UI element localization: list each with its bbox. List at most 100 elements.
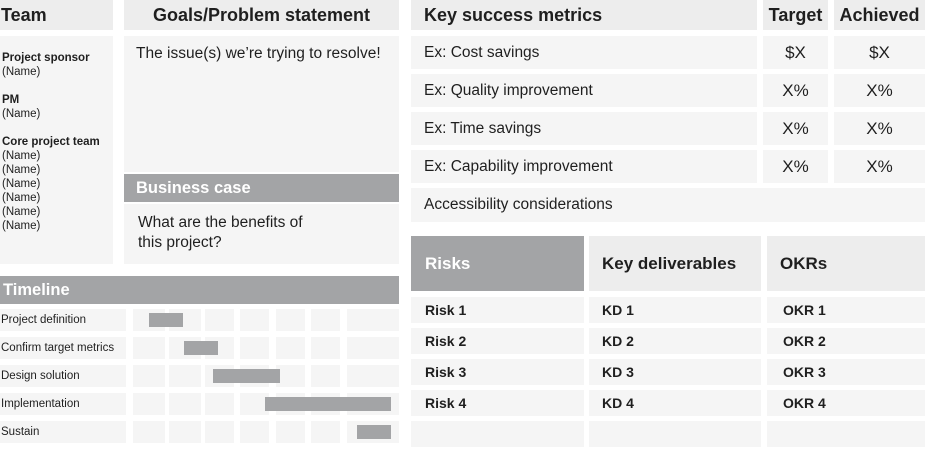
kd-label: KD 2 — [602, 333, 634, 349]
timeline-phase-text: Implementation — [1, 398, 80, 410]
metric-achieved: $X — [834, 36, 925, 69]
timeline-cell — [240, 309, 269, 331]
risk-label: Risk 2 — [425, 333, 467, 349]
risk-cell: Risk 2 — [411, 328, 584, 354]
timeline-bar — [149, 313, 183, 327]
deliverables-title: Key deliverables — [602, 253, 737, 273]
achieved-title: Achieved — [839, 4, 920, 25]
metric-achieved: X% — [834, 74, 925, 107]
timeline-cell — [133, 337, 165, 359]
okrs-header: OKRs — [767, 236, 925, 291]
okr-label: OKR 4 — [783, 395, 826, 411]
kd-cell: KD 4 — [589, 390, 761, 416]
kd-label: KD 1 — [602, 302, 634, 318]
metric-target-value: X% — [782, 156, 809, 176]
empty-cell — [589, 421, 761, 447]
timeline-grid: Project definition Confirm target metrics… — [0, 309, 399, 447]
risks-header: Risks — [411, 236, 584, 291]
metric-target: X% — [763, 74, 828, 107]
kd-label: KD 4 — [602, 395, 634, 411]
risk-label: Risk 1 — [425, 302, 467, 318]
timeline-cell — [311, 421, 340, 443]
risk-cell: Risk 3 — [411, 359, 584, 385]
timeline-phase-label: Project definition — [0, 309, 126, 331]
timeline-cell — [276, 337, 305, 359]
risk-cell: Risk 1 — [411, 297, 584, 323]
business-case-text-line1: What are the benefits of — [138, 214, 303, 231]
timeline-cell — [240, 337, 269, 359]
timeline-cell — [133, 365, 165, 387]
metric-achieved: X% — [834, 112, 925, 145]
kd-cell: KD 2 — [589, 328, 761, 354]
timeline-cell — [347, 365, 399, 387]
core-team-name: (Name) — [2, 220, 41, 232]
metric-target: $X — [763, 36, 828, 69]
metric-label: Ex: Quality improvement — [424, 81, 593, 99]
timeline-phase-label: Implementation — [0, 393, 126, 415]
metric-target-value: X% — [782, 118, 809, 138]
pm-label: PM — [2, 94, 20, 106]
timeline-cell — [347, 337, 399, 359]
timeline-cell — [311, 365, 340, 387]
metric-achieved-value: X% — [866, 118, 893, 138]
timeline-cell — [276, 421, 305, 443]
timeline-cell — [311, 309, 340, 331]
kd-cell: KD 1 — [589, 297, 761, 323]
timeline-bar — [265, 397, 391, 411]
core-team-name: (Name) — [2, 164, 41, 176]
risk-label: Risk 3 — [425, 364, 467, 380]
timeline-cell — [311, 337, 340, 359]
business-case-title: Business case — [136, 178, 251, 197]
okr-cell: OKR 2 — [767, 328, 925, 354]
empty-cell — [767, 421, 925, 447]
timeline-header: Timeline — [0, 276, 399, 304]
achieved-header: Achieved — [834, 0, 925, 30]
okr-cell: OKR 1 — [767, 297, 925, 323]
metric-achieved-value: X% — [866, 80, 893, 100]
timeline-cell — [205, 393, 234, 415]
timeline-cell — [169, 393, 201, 415]
goals-panel: The issue(s) we’re trying to resolve! — [124, 36, 399, 172]
metric-target: X% — [763, 112, 828, 145]
timeline-phase-text: Confirm target metrics — [1, 342, 115, 354]
metric-achieved: X% — [834, 150, 925, 183]
timeline-cell — [240, 393, 269, 415]
metrics-title: Key success metrics — [424, 4, 603, 25]
okr-label: OKR 1 — [783, 302, 826, 318]
core-team-name: (Name) — [2, 192, 41, 204]
metric-row-label: Ex: Cost savings — [411, 36, 757, 69]
target-header: Target — [763, 0, 828, 30]
timeline-phase-text: Project definition — [1, 314, 87, 326]
metric-label: Ex: Capability improvement — [424, 157, 613, 175]
timeline-cell — [276, 365, 305, 387]
okr-cell: OKR 4 — [767, 390, 925, 416]
risks-title: Risks — [425, 253, 471, 273]
business-case-text-line2: this project? — [138, 234, 222, 251]
metric-label: Ex: Time savings — [424, 119, 542, 137]
goals-title: Goals/Problem statement — [152, 4, 371, 25]
core-team-name: (Name) — [2, 150, 41, 162]
okr-label: OKR 2 — [783, 333, 826, 349]
metric-target-value: X% — [782, 80, 809, 100]
sponsor-name: (Name) — [2, 66, 41, 78]
deliverables-header: Key deliverables — [589, 236, 761, 291]
business-case-panel: What are the benefits of this project? — [124, 204, 399, 264]
goals-text: The issue(s) we’re trying to resolve! — [136, 45, 381, 62]
timeline-cell — [276, 309, 305, 331]
metric-achieved-value: $X — [869, 42, 890, 62]
metric-row-label: Ex: Time savings — [411, 112, 757, 145]
risk-label: Risk 4 — [425, 395, 467, 411]
target-title: Target — [768, 4, 823, 25]
timeline-cell — [205, 309, 234, 331]
team-header: Team — [0, 0, 113, 30]
sponsor-label: Project sponsor — [2, 52, 90, 64]
empty-cell — [411, 421, 584, 447]
risk-cell: Risk 4 — [411, 390, 584, 416]
business-case-header: Business case — [124, 174, 399, 202]
team-title: Team — [1, 4, 47, 25]
core-team-name: (Name) — [2, 206, 41, 218]
timeline-cell — [205, 421, 234, 443]
core-team-name: (Name) — [2, 178, 41, 190]
metrics-header: Key success metrics — [411, 0, 757, 30]
timeline-cell — [240, 421, 269, 443]
